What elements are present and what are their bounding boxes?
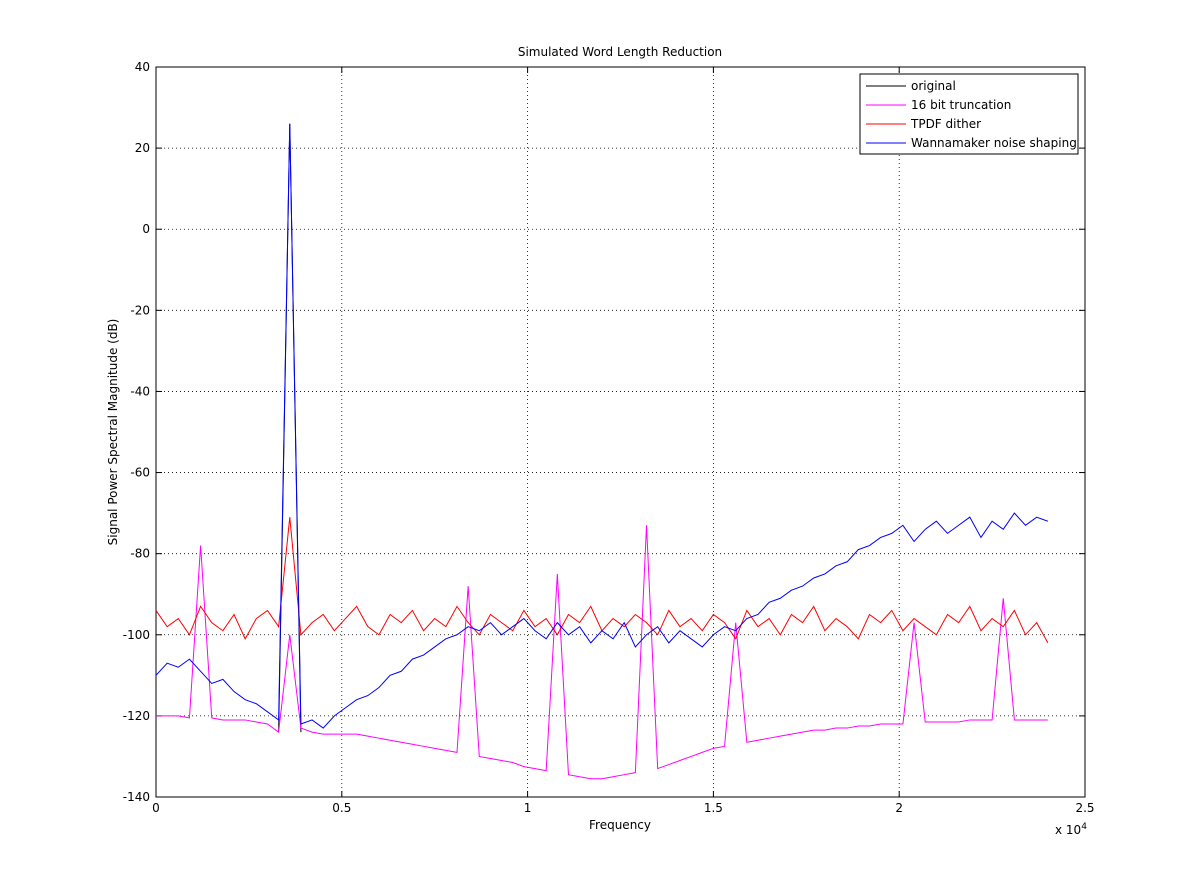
y-tick-label: 0: [142, 222, 150, 236]
x-tick-label: 2: [895, 801, 903, 815]
y-tick-label: 40: [135, 60, 150, 74]
x-multiplier-exp: 4: [1081, 822, 1087, 832]
x-tick-label: 1: [524, 801, 532, 815]
chart-title: Simulated Word Length Reduction: [518, 45, 722, 59]
y-tick-label: -60: [130, 466, 150, 480]
x-tick-label: 0.5: [332, 801, 351, 815]
x-axis-label: Frequency: [589, 818, 651, 832]
y-tick-label: -100: [123, 628, 150, 642]
legend-label: Wannamaker noise shaping: [911, 136, 1077, 150]
x-tick-label: 0: [152, 801, 160, 815]
series-line: [156, 525, 1048, 780]
x-tick-label: 2.5: [1075, 801, 1094, 815]
legend-label: original: [911, 79, 956, 93]
y-tick-label: 20: [135, 141, 150, 155]
y-axis-label: Signal Power Spectral Magnitude (dB): [106, 319, 120, 546]
plot-frame: [155, 66, 1086, 798]
y-tick-label: -120: [123, 709, 150, 723]
y-tick-label: -40: [130, 384, 150, 398]
series-line: [155, 123, 1049, 729]
y-tick-label: -140: [123, 790, 150, 804]
x-multiplier: x 104: [1055, 822, 1087, 837]
legend-label: 16 bit truncation: [911, 98, 1011, 112]
legend-box: [859, 73, 1079, 155]
legend-label: TPDF dither: [910, 117, 981, 131]
x-tick-label: 1.5: [704, 801, 723, 815]
y-tick-label: -80: [130, 547, 150, 561]
y-tick-label: -20: [130, 303, 150, 317]
x-multiplier-base: x 10: [1055, 823, 1081, 837]
